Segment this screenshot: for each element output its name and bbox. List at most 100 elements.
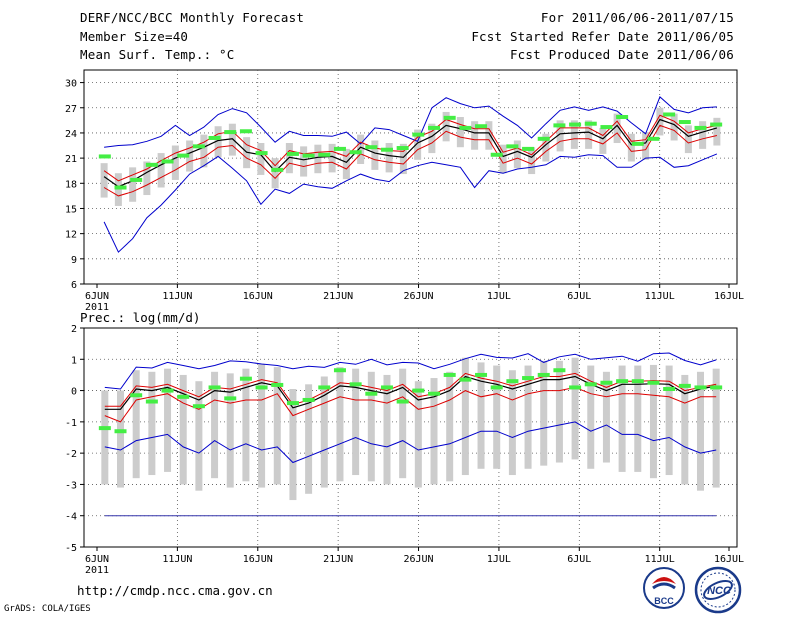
upper-envelope-line: [104, 96, 717, 148]
climate-marker: [333, 368, 346, 373]
climate-marker: [506, 379, 519, 384]
climate-marker: [443, 372, 456, 377]
y-tick-label: -5: [65, 543, 77, 554]
spread-box: [100, 163, 108, 198]
y-tick-label: 24: [65, 129, 77, 140]
spread-box: [414, 381, 422, 488]
climate-marker: [224, 396, 237, 401]
ensemble-mean-line: [103, 118, 718, 188]
y-tick-label: 18: [65, 179, 77, 190]
x-tick-label: 6JUL: [567, 554, 591, 565]
spread-box: [442, 111, 450, 142]
spread-box: [656, 107, 664, 136]
forecast-start-date: Fcst Started Refer Date 2011/06/05: [471, 29, 734, 44]
spread-box: [540, 360, 548, 466]
spread-box: [257, 143, 265, 175]
spread-box: [164, 368, 172, 472]
member-size: Member Size=40: [80, 29, 189, 44]
x-tick-label: 16JUN: [243, 554, 273, 565]
spread-box: [314, 144, 322, 174]
x-tick-label: 21JUN: [323, 554, 353, 565]
x-tick-label: 6JUN: [85, 291, 109, 302]
climate-marker: [239, 129, 252, 134]
spread-box: [383, 374, 391, 485]
climate-marker: [161, 159, 174, 164]
climate-marker: [412, 388, 425, 393]
climate-marker: [537, 372, 550, 377]
climate-marker: [380, 385, 393, 390]
spread-box: [665, 365, 673, 476]
spread-box: [271, 158, 279, 189]
spread-box: [634, 365, 642, 472]
spread-box: [712, 368, 720, 488]
climate-marker: [396, 146, 409, 151]
spread-box: [228, 123, 236, 156]
spread-box: [211, 371, 219, 479]
climate-marker: [694, 125, 707, 130]
spread-box: [696, 371, 704, 491]
climate-marker: [333, 146, 346, 151]
x-tick-label: 16JUL: [714, 291, 744, 302]
climate-marker: [522, 376, 535, 381]
spread-box: [342, 148, 350, 180]
chart-title: DERF/NCC/BCC Monthly Forecast: [80, 10, 305, 25]
spread-box: [226, 373, 234, 488]
climate-marker: [302, 153, 315, 158]
climate-marker: [271, 167, 284, 172]
x-tick-label: 11JUL: [645, 554, 675, 565]
spread-box: [300, 146, 308, 177]
spread-box: [357, 134, 365, 164]
y-tick-label: 6: [71, 280, 77, 291]
x-tick-label: 6JUN: [85, 554, 109, 565]
x-tick-label: 11JUN: [162, 554, 192, 565]
climate-marker: [584, 382, 597, 387]
spread-box: [289, 389, 297, 501]
spread-box: [461, 357, 469, 476]
ncc-logo-text: NCC: [707, 585, 732, 597]
climate-marker: [224, 130, 237, 135]
spread-box: [649, 364, 657, 479]
climate-marker: [569, 385, 582, 390]
climate-marker: [98, 154, 111, 159]
spread-box: [524, 365, 532, 469]
y-tick-label: 1: [71, 355, 77, 366]
y-tick-label: -1: [65, 418, 77, 429]
x-tick-label: 1JUL: [487, 291, 511, 302]
spread-box: [587, 365, 595, 469]
spread-box: [258, 363, 266, 488]
spread-box: [684, 125, 692, 154]
climate-marker: [380, 147, 393, 152]
climate-marker: [694, 385, 707, 390]
spread-box: [430, 378, 438, 485]
bcc-logo-icon: BCC: [643, 567, 685, 609]
climate-marker: [286, 151, 299, 156]
spread-box: [132, 370, 140, 479]
spread-box: [171, 145, 179, 180]
climate-marker: [428, 125, 441, 130]
spread-box: [428, 123, 436, 154]
lower-envelope-line: [103, 153, 718, 253]
spread-box: [114, 173, 122, 206]
spread-box: [446, 371, 454, 482]
spread-box: [555, 360, 563, 463]
spread-box: [542, 133, 550, 162]
spread-box: [713, 117, 721, 146]
climate-marker: [710, 122, 723, 127]
x-tick-label: 11JUN: [162, 291, 192, 302]
climate-marker: [490, 385, 503, 390]
spread-box: [585, 120, 593, 149]
upper-envelope-line: [104, 352, 717, 390]
climate-marker: [616, 379, 629, 384]
x-tick-label: 6JUL: [567, 291, 591, 302]
climate-marker: [208, 135, 221, 140]
spread-box: [571, 357, 579, 460]
lower-quartile-line: [103, 124, 718, 197]
climate-marker: [177, 394, 190, 399]
spread-box: [214, 126, 222, 158]
spread-box: [148, 371, 156, 476]
y-tick-label: 21: [65, 154, 77, 165]
climate-marker: [537, 136, 550, 141]
spread-box: [456, 116, 464, 148]
y-tick-label: -2: [65, 449, 77, 460]
